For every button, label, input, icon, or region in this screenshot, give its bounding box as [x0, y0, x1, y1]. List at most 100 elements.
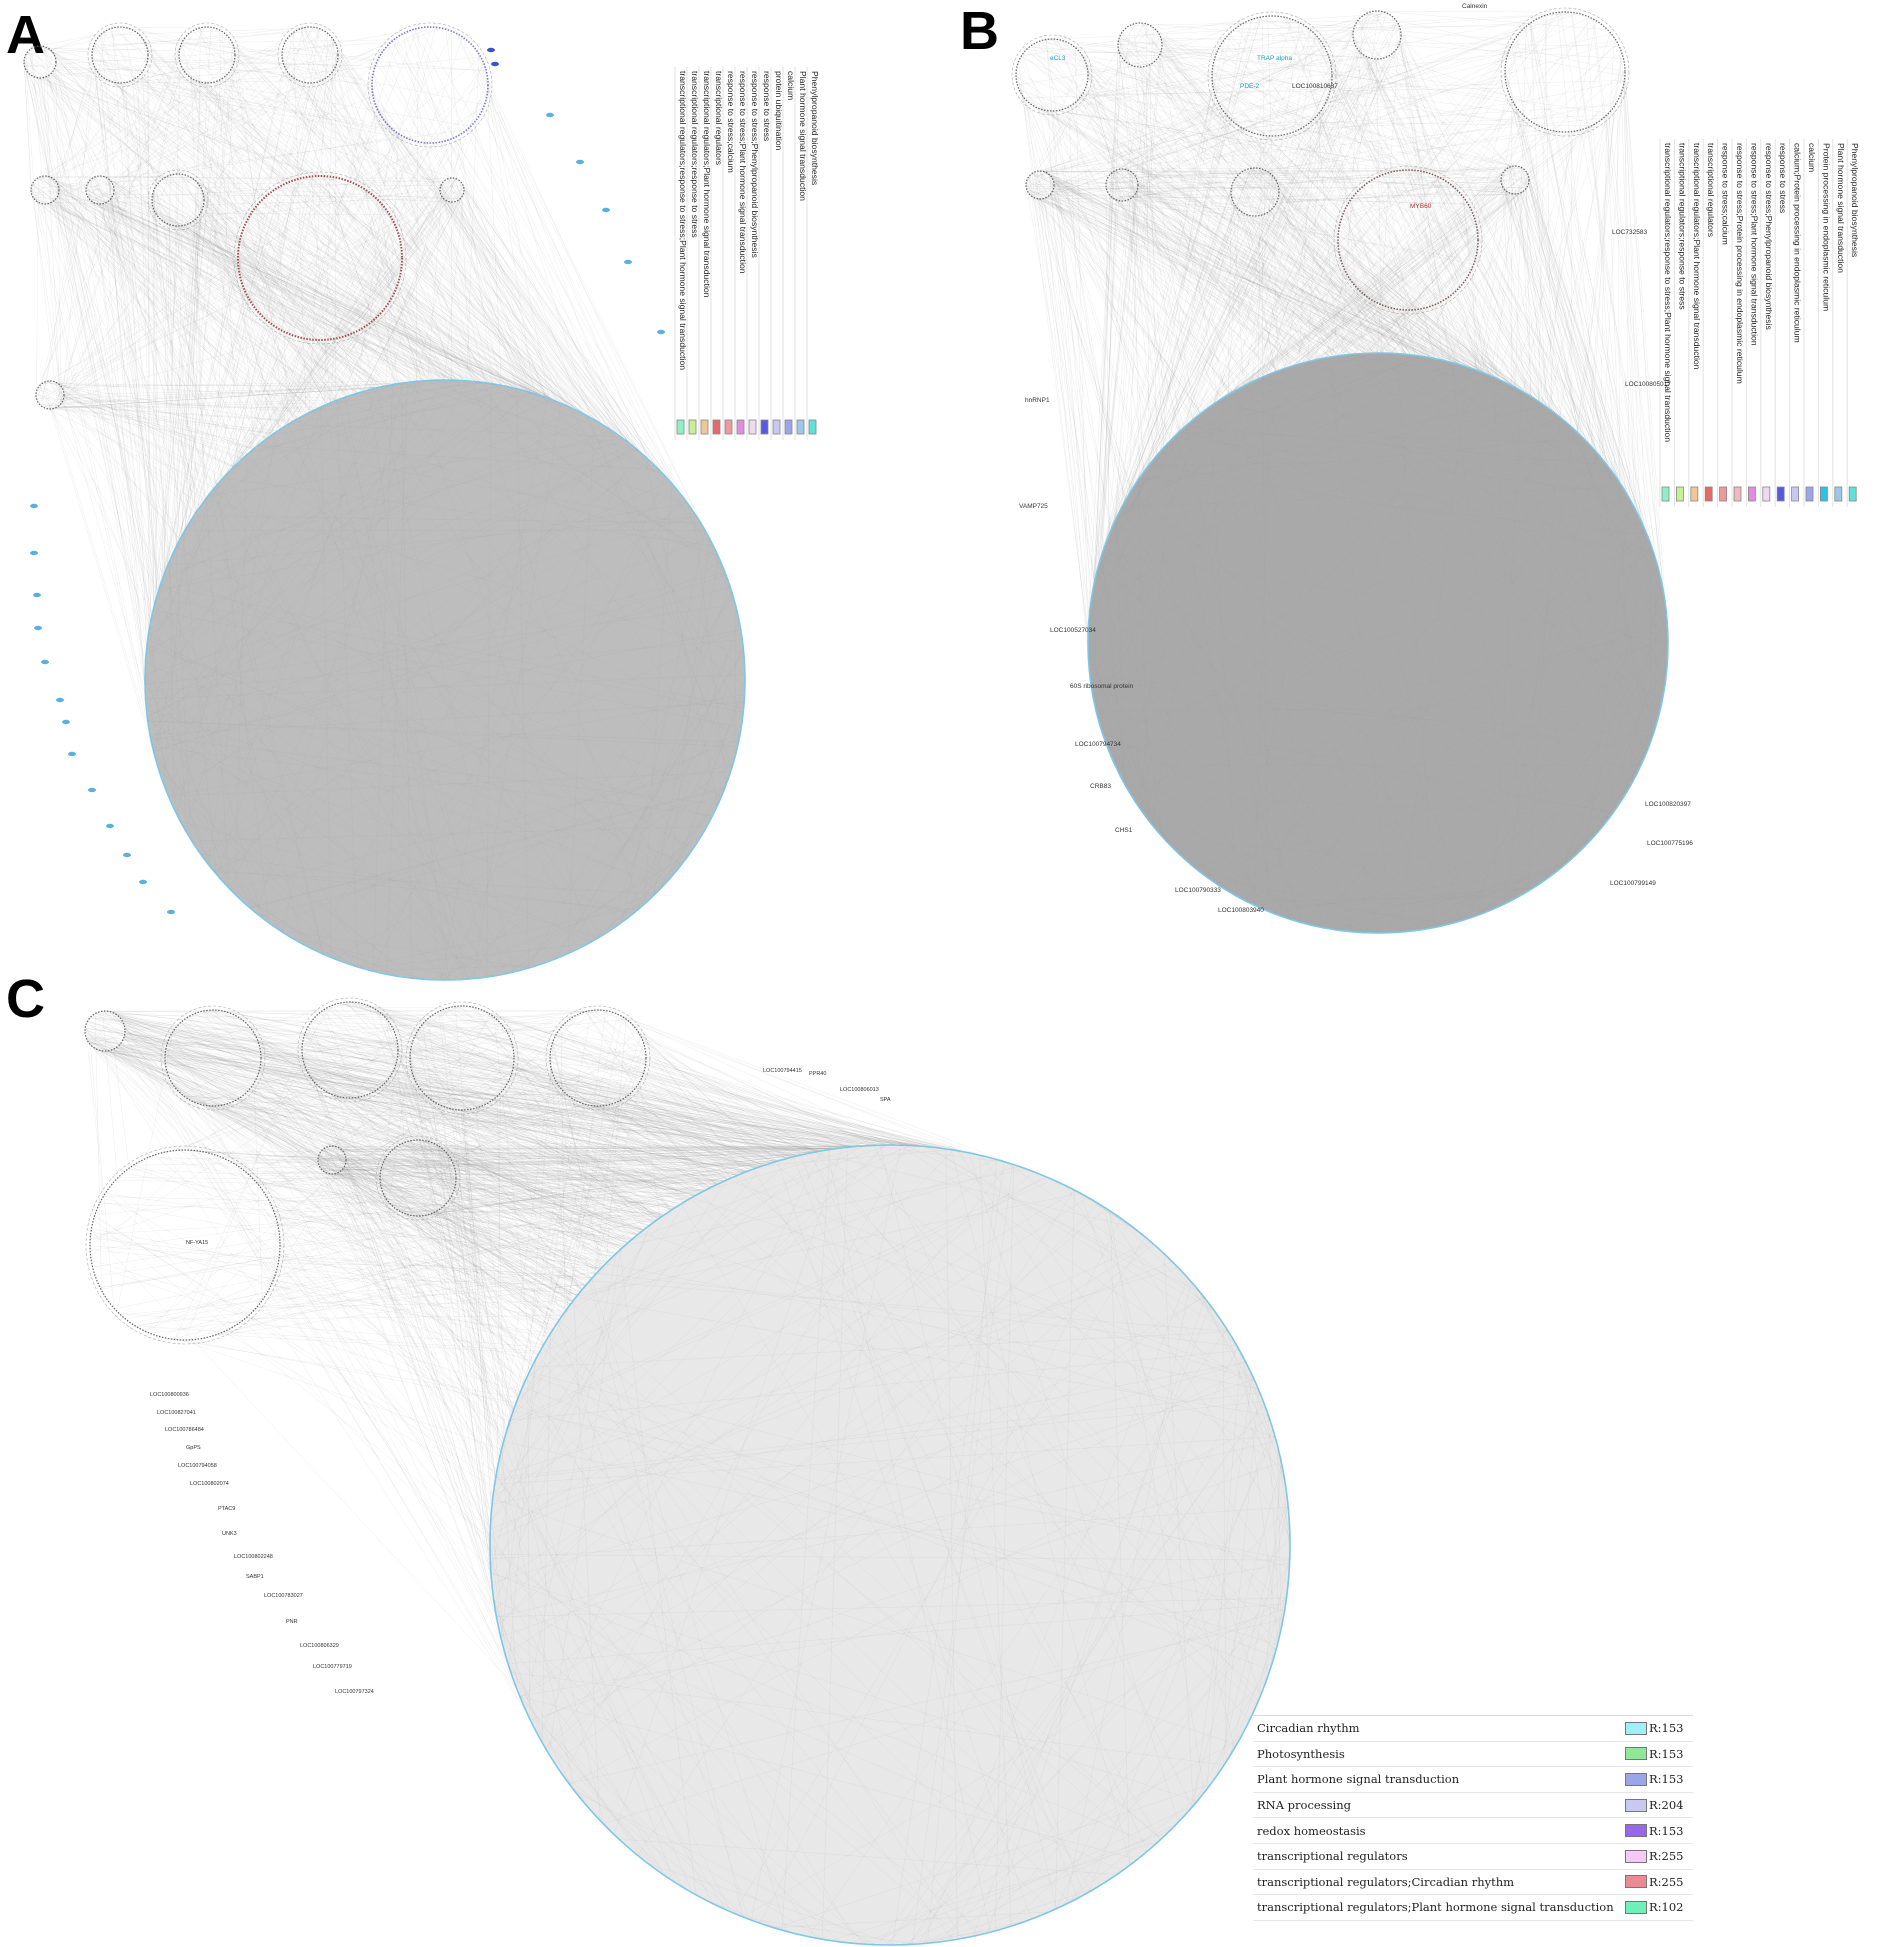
legend-swatch: [784, 419, 793, 435]
node-label: PPR40: [809, 1071, 826, 1077]
legend-value: R:102: [1649, 1900, 1684, 1915]
node-label: LOC732583: [1612, 229, 1647, 236]
panel-b-cluster-4: [1352, 10, 1402, 60]
panel-a-node-2: [491, 61, 499, 67]
panel-a-node-7: [657, 329, 665, 335]
panel-b-cluster-7: [1230, 167, 1280, 217]
node-label: LOC100794058: [178, 1463, 217, 1469]
node-label: LOC100783027: [264, 1593, 303, 1599]
legend-label: Circadian rhythm: [1257, 1721, 1360, 1736]
panel-a-cluster-1: [87, 22, 153, 88]
legend-swatch: [1625, 1798, 1647, 1812]
legend-label: transcriptional regulators: [714, 71, 724, 165]
legend-swatch: [1690, 486, 1699, 502]
panel-c-cluster-5: [545, 1005, 651, 1111]
node-label: LOC100799149: [1610, 880, 1656, 887]
panel-c-cluster-6: [85, 1145, 285, 1345]
node-label: NF-YA15: [186, 1240, 208, 1246]
node-label: PDE-2: [1240, 83, 1260, 90]
legend-swatch: [760, 419, 769, 435]
node-label: eCL3: [1050, 55, 1066, 62]
panel-b-cluster-9: [1105, 168, 1139, 202]
legend-swatch: [724, 419, 733, 435]
panel-b-cluster-3: [1207, 11, 1337, 141]
panel-a-cluster-4: [367, 22, 493, 148]
legend-swatch: [676, 419, 685, 435]
legend-value: R:153: [1649, 1772, 1684, 1787]
node-label: TRAP alpha: [1257, 55, 1292, 62]
legend-label: response to stress: [762, 71, 772, 141]
legend-label: response to stress;Protein processing in…: [1735, 143, 1745, 384]
legend-value: R:255: [1649, 1849, 1684, 1864]
legend-value: R:153: [1649, 1746, 1684, 1761]
panel-a-node-14: [62, 719, 70, 725]
legend-swatch: [1762, 486, 1771, 502]
legend-swatch: [1676, 486, 1684, 502]
panel-a-node-16: [88, 787, 96, 793]
legend-row: redox homeostasis R:153: [1253, 1818, 1693, 1844]
panel-a-cluster-8: [233, 171, 407, 345]
node-label: LOC100805017: [1625, 381, 1671, 388]
panel-a-node-1: [487, 47, 495, 53]
legend-swatch: [1820, 486, 1828, 502]
legend-swatch: [796, 419, 805, 435]
node-label: VAMP725: [1019, 503, 1048, 510]
legend-label: Protein processing in endoplasmic reticu…: [1821, 143, 1831, 311]
node-label: MYB60: [1410, 203, 1432, 210]
panel-a-cluster-9: [30, 175, 60, 205]
legend-label: transcriptional regulators;response to s…: [1663, 143, 1673, 442]
legend-label: response to stress;Plant hormone signal …: [738, 71, 748, 274]
panel-a-main-cluster: [144, 379, 746, 981]
legend-label: transcriptional regulators;Plant hormone…: [1257, 1900, 1614, 1915]
panel-b-cluster-2: [1117, 22, 1163, 68]
node-label: LOC100806013: [840, 1087, 879, 1093]
legend-swatch: [1719, 486, 1727, 502]
node-label: LOC100802074: [190, 1481, 229, 1487]
legend-label: Phenylpropanoid biosynthesis: [1850, 143, 1860, 257]
legend-label: protein ubiquitination: [774, 71, 784, 151]
legend-swatch: [1791, 486, 1799, 502]
legend-label: Phenylpropanoid biosynthesis: [810, 71, 820, 185]
legend-swatch: [1625, 1747, 1647, 1761]
node-label: LOC100527034: [1050, 627, 1096, 634]
node-label: LOC100790333: [1175, 887, 1221, 894]
legend-row: Plant hormone signal transduction R:153: [1253, 1767, 1693, 1793]
legend-swatch: [1625, 1721, 1647, 1735]
panel-a-node-19: [139, 879, 147, 885]
legend-label: response to stress;Phenylpropanoid biosy…: [750, 71, 760, 258]
panel-a-node-17: [106, 823, 114, 829]
legend-label: response to stress;calcium: [1721, 143, 1731, 245]
panel-a-node-13: [56, 697, 64, 703]
legend-label: RNA processing: [1257, 1798, 1351, 1813]
panel-b-network: [1011, 7, 1669, 934]
panel-a-node-10: [33, 592, 41, 598]
legend-label: transcriptional regulators: [1706, 143, 1716, 237]
panel-a-network: [23, 22, 746, 981]
legend-row: transcriptional regulators;Circadian rhy…: [1253, 1870, 1693, 1896]
node-label: CHS1: [1115, 827, 1133, 834]
panel-a-node-15: [68, 751, 76, 757]
panel-b-cluster-10: [1500, 165, 1530, 195]
panel-b-main-cluster: [1087, 352, 1669, 934]
legend-label: calcium: [786, 71, 796, 100]
node-label: SPA: [880, 1097, 891, 1103]
legend-swatch: [1748, 486, 1756, 502]
panel-a-cluster-3: [277, 22, 343, 88]
panel-a-node-11: [34, 625, 42, 631]
legend-swatch: [1848, 486, 1857, 502]
panel-a-cluster-10: [35, 380, 65, 410]
legend-row: Photosynthesis R:153: [1253, 1742, 1693, 1768]
legend-row: transcriptional regulators R:255: [1253, 1844, 1693, 1870]
legend-row: transcriptional regulators;Plant hormone…: [1253, 1895, 1693, 1921]
panel-a-node-18: [123, 852, 131, 858]
panel-a-node-5: [602, 207, 610, 213]
panel-a-cluster-6: [85, 175, 115, 205]
legend-swatch: [1625, 1849, 1647, 1863]
legend-label: redox homeostasis: [1257, 1823, 1366, 1838]
legend-label: transcriptional regulators;response to s…: [678, 71, 688, 370]
legend-label: response to stress;Plant hormone signal …: [1749, 143, 1759, 346]
legend-swatch: [1625, 1900, 1647, 1914]
panel-a-node-8: [30, 503, 38, 509]
legend-label: transcriptional regulators;response to s…: [690, 71, 700, 238]
